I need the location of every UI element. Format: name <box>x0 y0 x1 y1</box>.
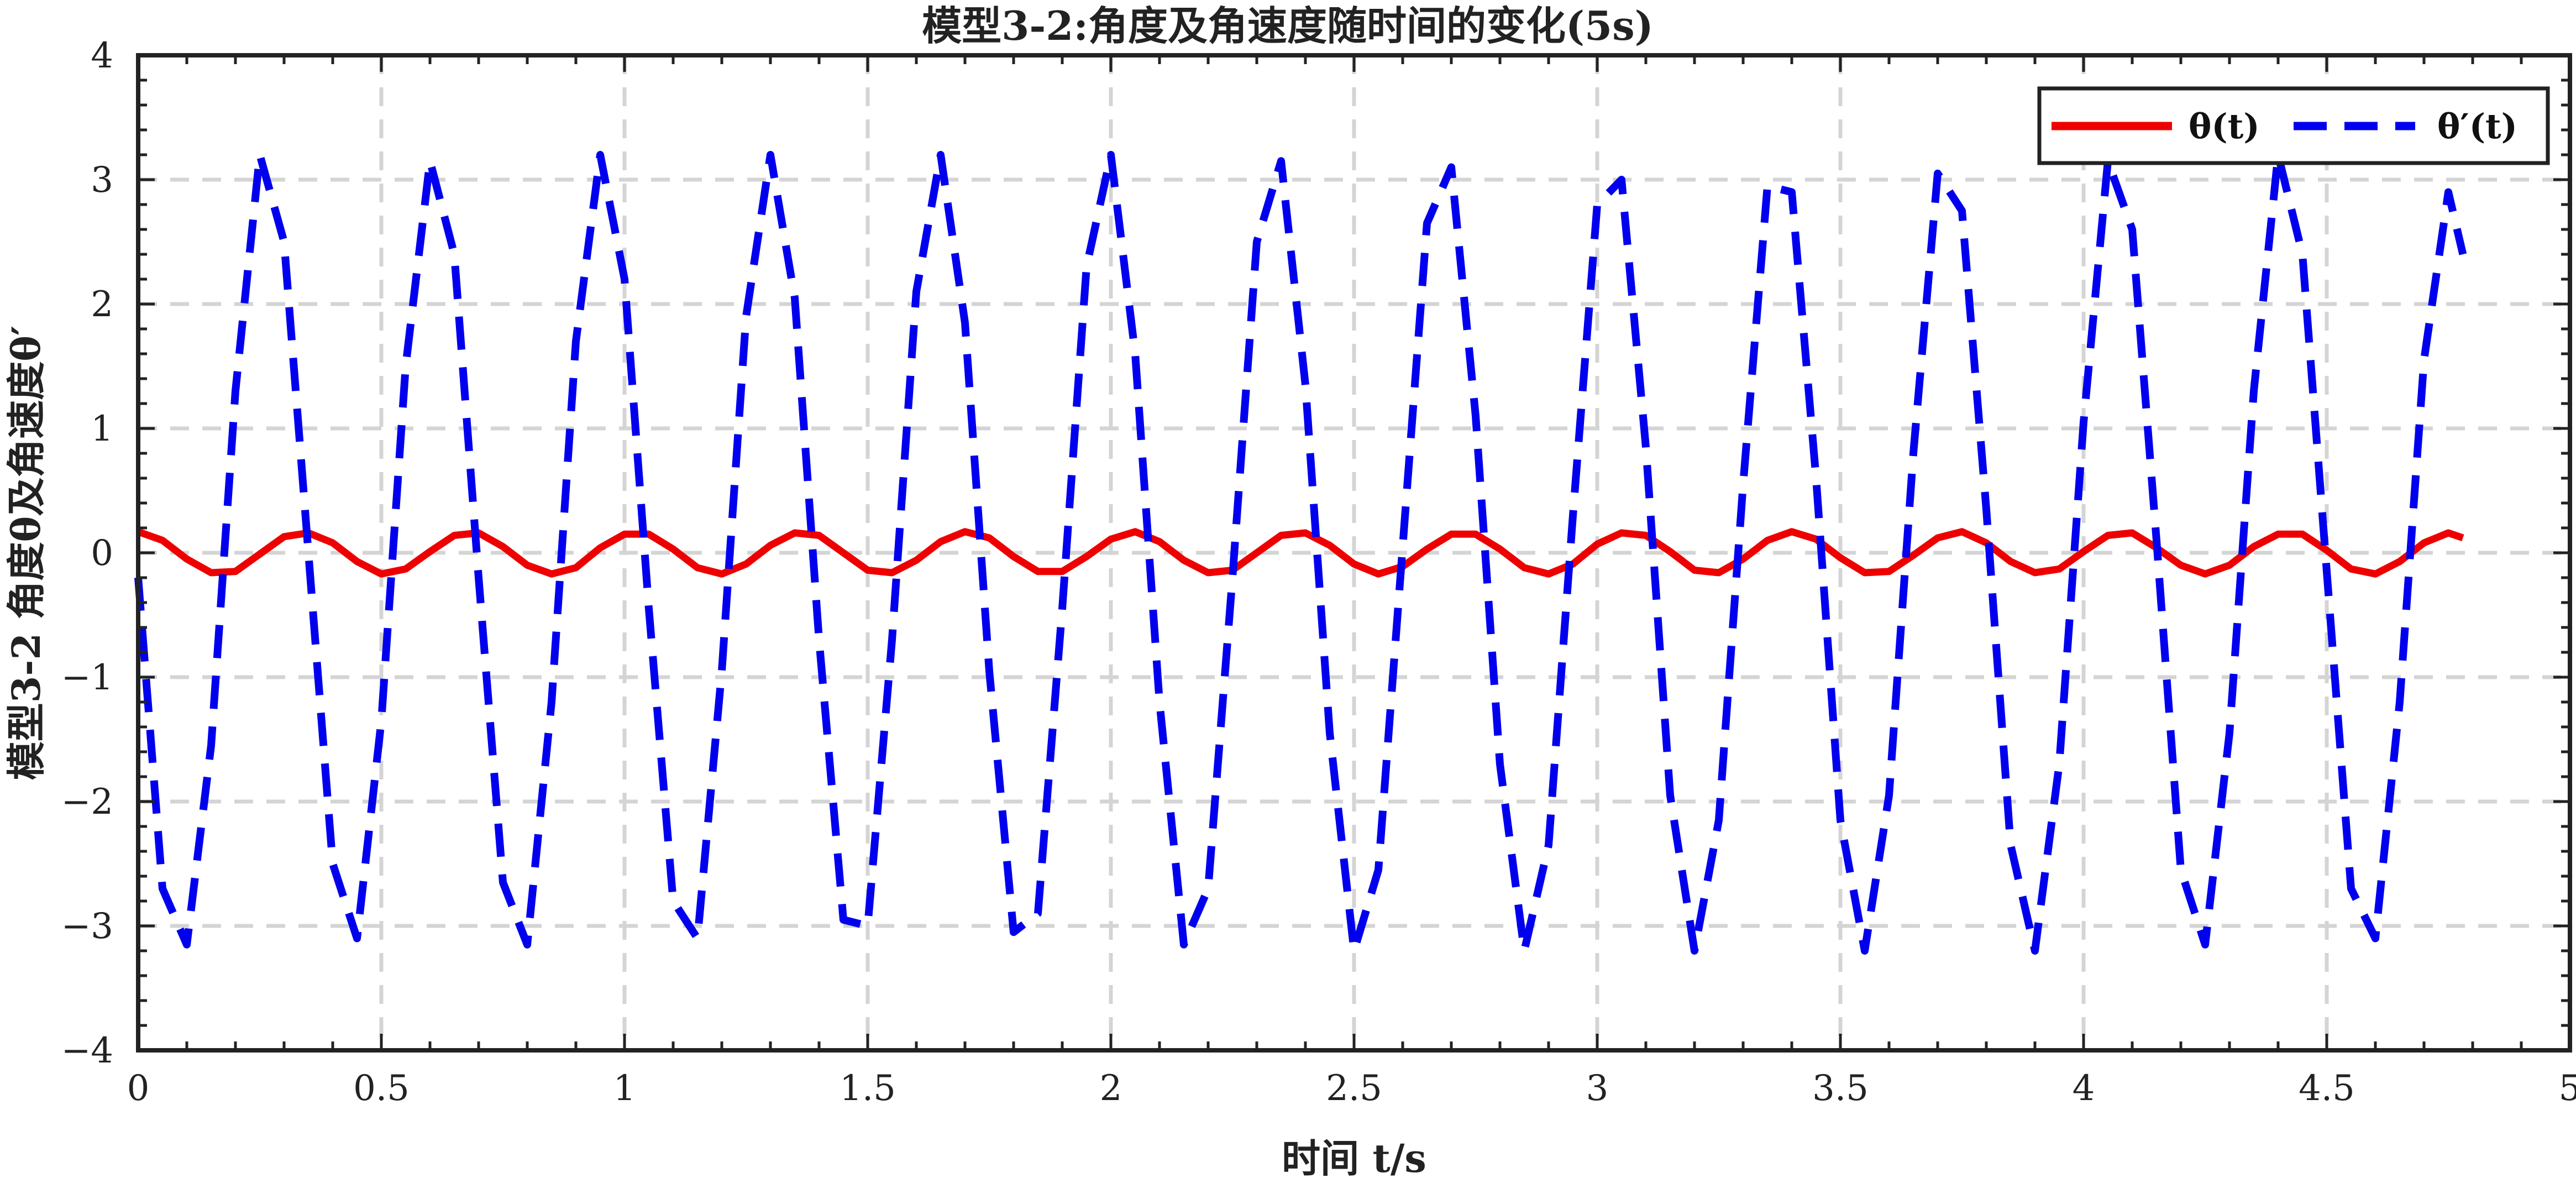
x-tick-label: 3 <box>1586 1068 1609 1109</box>
y-tick-label: −2 <box>61 782 113 823</box>
x-tick-label: 5 <box>2559 1068 2576 1109</box>
x-tick-label: 2 <box>1100 1068 1122 1109</box>
series-line-theta <box>137 528 2464 578</box>
y-tick-label: −4 <box>61 1030 113 1071</box>
x-axis-label: 时间 t/s <box>1282 1135 1426 1178</box>
plot-area-frame <box>136 53 2572 1053</box>
plot-series <box>134 151 2467 955</box>
x-tick-label: 4.5 <box>2299 1068 2355 1109</box>
chart-title: 模型3-2:角度及角速度随时间的变化(5s) <box>922 2 1653 49</box>
series-line-theta-prime <box>134 151 2467 955</box>
y-tick-label: 3 <box>91 160 113 201</box>
y-tick-label: −1 <box>61 657 113 698</box>
y-tick-label: 0 <box>91 533 113 574</box>
x-tick-label: 4 <box>2073 1068 2095 1109</box>
y-tick-label: 1 <box>91 409 113 449</box>
y-axis-label: 模型3-2 角度θ及角速度θ′ <box>3 326 49 781</box>
legend: θ(t) θ′(t) <box>2037 86 2550 165</box>
axis-ticks: 0 0.5 1 1.5 2 2.5 3 3.5 4 4.5 5 −4 −3 −2 −1 0 1 2 3 4 <box>61 35 2576 1109</box>
x-tick-label: 1.5 <box>840 1068 896 1109</box>
x-tick-label: 1 <box>613 1068 636 1109</box>
legend-label-theta: θ(t) <box>2189 106 2260 146</box>
legend-label-theta-prime: θ′(t) <box>2437 106 2517 146</box>
x-tick-label: 3.5 <box>1812 1068 1869 1109</box>
y-tick-label: 4 <box>91 35 113 76</box>
y-tick-label: −3 <box>61 906 113 947</box>
x-tick-label: 0 <box>127 1068 150 1109</box>
y-tick-label: 2 <box>91 284 113 325</box>
x-tick-label: 0.5 <box>353 1068 410 1109</box>
x-tick-label: 2.5 <box>1326 1068 1382 1109</box>
